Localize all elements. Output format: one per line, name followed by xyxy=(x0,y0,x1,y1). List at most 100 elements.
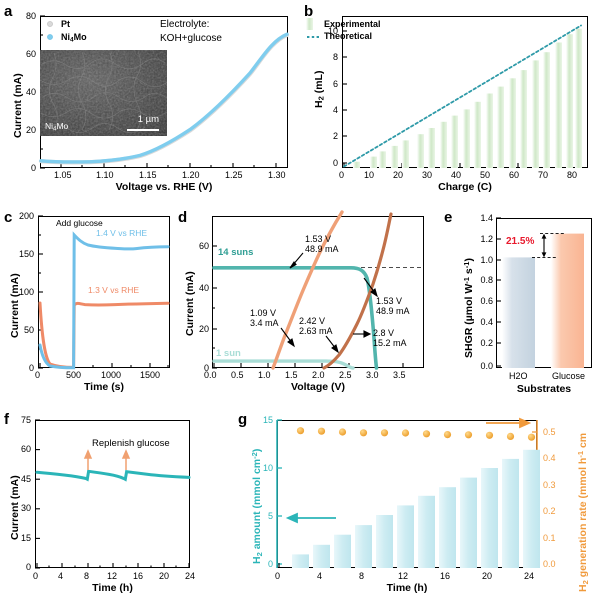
panel-d-annotation-5: 2.8 V 15.2 mA xyxy=(373,328,407,349)
panel-e-bar-h2o xyxy=(502,257,535,368)
panel-a: a 80 60 40 20 0 1.05 1.10 1.15 1.20 1.25… xyxy=(0,0,300,198)
sem-label-ni: Ni xyxy=(45,120,54,131)
panel-a-ytick-0: 0 xyxy=(30,163,36,173)
panel-f-xtick-20: 20 xyxy=(159,571,170,581)
panel-c-add-glucose-label: Add glucose xyxy=(56,218,103,228)
panel-b-ytick-0: 0 xyxy=(332,158,338,168)
panel-d-curve-electrolyzer-light xyxy=(271,210,344,370)
panel-f-current-curve xyxy=(35,469,191,482)
panel-b-xtick-70: 70 xyxy=(538,170,549,180)
panel-b-xtick-20: 20 xyxy=(393,170,404,180)
panel-g-label: g xyxy=(238,411,248,428)
sem-label-mo: Mo xyxy=(56,120,69,131)
panel-d-curve-14suns xyxy=(212,266,379,370)
panel-f-ytick-30: 30 xyxy=(20,503,31,513)
panel-d-plot-frame xyxy=(212,216,424,368)
legend-nimo-ni: Ni xyxy=(61,32,70,42)
panel-d-ytick-0: 0 xyxy=(203,363,209,373)
panel-b-xtick-60: 60 xyxy=(509,170,520,180)
panel-g-xtick-16: 16 xyxy=(440,571,451,581)
panel-d-xtick-0.0: 0.0 xyxy=(204,370,217,380)
panel-f: f 75 60 45 30 15 0 0 4 8 12 16 20 24 Tim… xyxy=(0,398,196,599)
panel-d-ann1-current: 48.9 mA xyxy=(305,244,339,255)
panel-g-xtick-12: 12 xyxy=(398,571,409,581)
panel-d-ytick-40: 40 xyxy=(198,283,209,293)
panel-b-label: b xyxy=(304,3,314,20)
panel-f-ytick-75: 75 xyxy=(20,415,31,425)
panel-e-graphics xyxy=(496,217,584,368)
panel-f-xtick-0: 0 xyxy=(33,571,39,581)
panel-g-ytick-left-0: 0 xyxy=(267,559,273,569)
panel-a-electrolyte-line2: KOH+glucose xyxy=(160,33,222,44)
panel-c-xaxis-title: Time (s) xyxy=(83,381,125,393)
panel-b-xtick-0: 0 xyxy=(339,170,345,180)
panel-e-ytick-1.4: 1.4 xyxy=(480,213,493,223)
panel-c-graphics xyxy=(38,215,170,370)
panel-c-xtick-0: 0 xyxy=(35,370,41,380)
panel-f-xaxis-title: Time (h) xyxy=(92,582,133,594)
panel-c-xtick-500: 500 xyxy=(66,370,82,380)
panel-a-ytick-40: 40 xyxy=(25,87,36,97)
panel-a-xaxis-title: Voltage vs. RHE (V) xyxy=(115,181,213,193)
panel-b-legend-swatch-experimental xyxy=(306,18,313,30)
panel-a-xtick-1.25: 1.25 xyxy=(225,170,243,180)
panel-e-ytick-0.8: 0.8 xyxy=(480,275,493,285)
panel-b-theoretical-line xyxy=(343,24,582,168)
panel-g-ytick-left-5: 5 xyxy=(267,511,273,521)
panel-a-legend-marker-nimo xyxy=(47,34,53,40)
panel-a-ytick-60: 60 xyxy=(25,49,36,59)
legend-nimo-mo: Mo xyxy=(73,32,87,42)
panel-a-xtick-1.05: 1.05 xyxy=(54,170,72,180)
panel-d-annotation-2: 1.53 V 48.9 mA xyxy=(376,296,410,317)
panel-a-ytick-80: 80 xyxy=(25,11,36,21)
panel-f-replenish-arrows xyxy=(83,449,131,470)
panel-d-xtick-0.5: 0.5 xyxy=(231,370,244,380)
panel-c: c 200 150 100 50 0 0 500 1000 1500 Time … xyxy=(0,198,176,398)
panel-e-ytick-0.0: 0.0 xyxy=(480,361,493,371)
panel-f-ytick-15: 15 xyxy=(20,533,31,543)
panel-b-ytick-8: 8 xyxy=(332,52,338,62)
panel-g-xtick-0: 0 xyxy=(275,571,281,581)
panel-a-sem-inset: Ni4Mo 1 µm xyxy=(40,50,167,136)
panel-d-label-14suns: 14 suns xyxy=(218,247,254,258)
panel-b-bars xyxy=(353,28,582,169)
panel-c-ytick-200: 200 xyxy=(18,211,34,221)
panel-b-graphics xyxy=(306,18,582,169)
panel-b: b 10 8 6 4 2 0 0 10 20 30 40 50 60 70 80… xyxy=(300,0,600,198)
panel-d-ann5-current: 15.2 mA xyxy=(373,338,407,349)
panel-d-ytick-20: 20 xyxy=(198,324,209,334)
panel-c-ytick-150: 150 xyxy=(18,249,34,259)
panel-d-xtick-3.0: 3.0 xyxy=(366,370,379,380)
panel-g-ytick-right-0.3: 0.3 xyxy=(543,480,556,490)
panel-c-label-13v: 1.3 V vs RHE xyxy=(88,285,140,295)
panel-d-label: d xyxy=(178,209,188,226)
sem-label-4: 4 xyxy=(53,125,57,132)
panel-a-sem-scalebar-label: 1 µm xyxy=(137,114,159,125)
panel-c-xtick-1000: 1000 xyxy=(101,370,122,380)
panel-a-sem-scalebar xyxy=(127,128,159,131)
panel-d-ann2-voltage: 1.53 V xyxy=(376,296,403,306)
panel-e-xaxis-title: Substrates xyxy=(516,383,572,395)
panel-b-ytick-2: 2 xyxy=(332,131,338,141)
panel-e-ytick-0.4: 0.4 xyxy=(480,317,493,327)
panel-b-xtick-80: 80 xyxy=(567,170,578,180)
panel-a-legend-label-pt: Pt xyxy=(61,19,70,29)
panel-d-xaxis-title: Voltage (V) xyxy=(290,381,346,393)
panel-g-bars xyxy=(292,449,540,568)
panel-c-xtick-1500: 1500 xyxy=(140,370,161,380)
panel-d-graphics xyxy=(212,210,422,370)
panel-g-ytick-right-0.2: 0.2 xyxy=(543,506,556,516)
panel-g-ytick-left-10: 10 xyxy=(262,463,273,473)
panel-e-xtick-glucose: Glucose xyxy=(552,371,586,381)
panel-d-xtick-2.5: 2.5 xyxy=(339,370,352,380)
panel-d: d 60 40 20 0 0.0 0.5 1.0 1.5 2.0 2.5 3.0… xyxy=(176,198,440,398)
panel-a-electrolyte-line1: Electrolyte: xyxy=(160,19,210,30)
panel-a-xtick-1.20: 1.20 xyxy=(182,170,200,180)
panel-d-ann5-voltage: 2.8 V xyxy=(373,328,395,338)
panel-c-curve-13v xyxy=(38,301,170,369)
panel-a-xtick-1.30: 1.30 xyxy=(268,170,286,180)
panel-f-plot-frame xyxy=(35,420,190,568)
panel-f-ytick-45: 45 xyxy=(20,474,31,484)
panel-g-xaxis-title: Time (h) xyxy=(386,582,428,594)
panel-g-ytick-right-0.1: 0.1 xyxy=(543,533,556,543)
